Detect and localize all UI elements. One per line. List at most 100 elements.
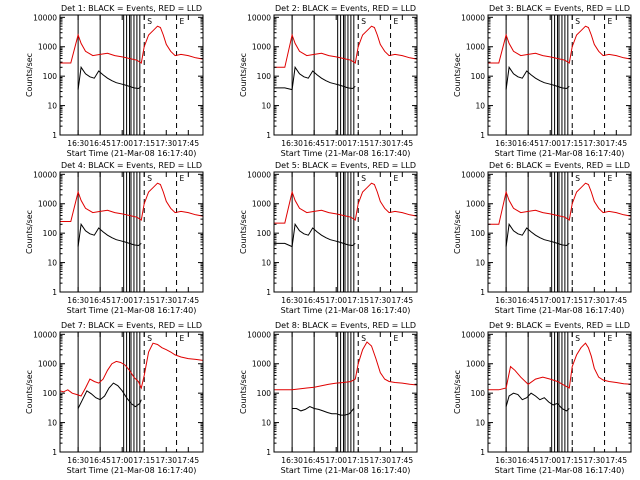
event-rate-line bbox=[77, 222, 142, 247]
x-tick-label: 17:00 bbox=[325, 139, 347, 148]
y-tick-label: 1000 bbox=[466, 43, 485, 52]
y-tick-label: 10 bbox=[47, 259, 57, 268]
x-tick-label: 16:30 bbox=[281, 456, 303, 465]
event-rate-line bbox=[274, 65, 356, 91]
event-rate-line bbox=[77, 65, 142, 90]
lld-rate-line bbox=[488, 342, 632, 391]
lld-rate-line bbox=[274, 182, 418, 224]
x-tick-label: 16:45 bbox=[303, 139, 325, 148]
x-tick-label: 16:30 bbox=[495, 296, 517, 305]
x-tick-label: 16:45 bbox=[303, 296, 325, 305]
panel-title: Det 5: BLACK = Events, RED = LLD bbox=[275, 161, 416, 170]
y-axis-label: Counts/sec bbox=[239, 210, 248, 254]
y-tick-label: 10 bbox=[475, 102, 485, 111]
lld-rate-line bbox=[60, 182, 204, 222]
plot-frame bbox=[59, 171, 204, 293]
panel-title: Det 7: BLACK = Events, RED = LLD bbox=[61, 321, 202, 330]
y-tick-label: 1000 bbox=[252, 43, 271, 52]
x-tick-label: 17:45 bbox=[605, 296, 627, 305]
x-tick-label: 17:00 bbox=[325, 456, 347, 465]
y-tick-label: 1 bbox=[480, 448, 485, 457]
detector-panel-1: Det 1: BLACK = Events, RED = LLD S E 1 10 100… bbox=[25, 4, 204, 158]
x-tick-label: 16:45 bbox=[89, 139, 111, 148]
x-tick-label: 16:45 bbox=[303, 456, 325, 465]
annotation-start: S bbox=[575, 334, 580, 343]
y-axis-label: Counts/sec bbox=[239, 370, 248, 414]
y-tick-label: 10 bbox=[475, 259, 485, 268]
y-tick-label: 1 bbox=[480, 131, 485, 140]
y-tick-label: 10 bbox=[47, 419, 57, 428]
lld-rate-line bbox=[488, 25, 632, 64]
panel-title: Det 2: BLACK = Events, RED = LLD bbox=[275, 4, 416, 13]
x-tick-label: 16:30 bbox=[281, 296, 303, 305]
y-tick-label: 1 bbox=[52, 448, 57, 457]
y-tick-label: 1 bbox=[266, 131, 271, 140]
y-tick-label: 100 bbox=[43, 229, 58, 238]
y-axis-label: Counts/sec bbox=[453, 53, 462, 97]
x-tick-label: 16:45 bbox=[89, 456, 111, 465]
y-tick-label: 10000 bbox=[461, 330, 485, 339]
x-tick-label: 16:45 bbox=[517, 139, 539, 148]
x-tick-label: 17:45 bbox=[177, 456, 199, 465]
x-axis-label: Start Time (21-Mar-08 16:17:40) bbox=[67, 466, 197, 475]
y-axis-label: Counts/sec bbox=[453, 210, 462, 254]
y-tick-label: 1000 bbox=[252, 200, 271, 209]
y-axis-label: Counts/sec bbox=[453, 370, 462, 414]
x-tick-label: 17:30 bbox=[583, 296, 605, 305]
x-tick-label: 17:15 bbox=[561, 296, 583, 305]
y-tick-label: 100 bbox=[471, 72, 486, 81]
y-tick-label: 100 bbox=[43, 389, 58, 398]
plot-frame bbox=[487, 331, 632, 453]
x-tick-label: 17:45 bbox=[605, 456, 627, 465]
y-tick-label: 10 bbox=[261, 102, 271, 111]
annotation-start: S bbox=[147, 17, 152, 26]
lld-rate-line bbox=[488, 182, 632, 225]
annotation-start: S bbox=[575, 17, 580, 26]
y-tick-label: 10 bbox=[261, 419, 271, 428]
y-tick-label: 1 bbox=[52, 131, 57, 140]
y-tick-label: 1000 bbox=[466, 200, 485, 209]
x-tick-label: 17:15 bbox=[133, 139, 155, 148]
panel-title: Det 1: BLACK = Events, RED = LLD bbox=[61, 4, 202, 13]
plot-frame bbox=[273, 331, 418, 453]
x-tick-label: 16:45 bbox=[89, 296, 111, 305]
annotation-start: S bbox=[575, 174, 580, 183]
annotation-end: E bbox=[608, 334, 613, 343]
x-tick-label: 17:15 bbox=[133, 456, 155, 465]
x-tick-label: 17:30 bbox=[583, 456, 605, 465]
detector-panel-6: Det 6: BLACK = Events, RED = LLD S E 1 10 100… bbox=[453, 161, 632, 315]
y-axis-label: Counts/sec bbox=[239, 53, 248, 97]
x-axis-label: Start Time (21-Mar-08 16:17:40) bbox=[495, 149, 625, 158]
y-tick-label: 10000 bbox=[247, 330, 271, 339]
x-tick-label: 17:00 bbox=[539, 139, 561, 148]
plot-frame bbox=[487, 171, 632, 293]
y-axis-label: Counts/sec bbox=[25, 210, 34, 254]
lld-rate-line bbox=[274, 25, 418, 68]
x-tick-label: 17:30 bbox=[369, 296, 391, 305]
event-rate-line bbox=[292, 406, 355, 416]
x-tick-label: 17:00 bbox=[111, 296, 133, 305]
x-axis-label: Start Time (21-Mar-08 16:17:40) bbox=[281, 306, 411, 315]
x-axis-label: Start Time (21-Mar-08 16:17:40) bbox=[495, 466, 625, 475]
y-tick-label: 1000 bbox=[466, 360, 485, 369]
x-tick-label: 16:30 bbox=[495, 456, 517, 465]
y-tick-label: 10 bbox=[475, 419, 485, 428]
plot-frame bbox=[273, 14, 418, 136]
x-tick-label: 17:00 bbox=[539, 296, 561, 305]
x-tick-label: 17:30 bbox=[155, 456, 177, 465]
y-tick-label: 1 bbox=[266, 448, 271, 457]
y-tick-label: 10000 bbox=[461, 13, 485, 22]
event-rate-line bbox=[77, 382, 142, 409]
x-tick-label: 16:45 bbox=[517, 296, 539, 305]
y-tick-label: 1000 bbox=[252, 360, 271, 369]
x-tick-label: 17:15 bbox=[347, 139, 369, 148]
x-tick-label: 17:30 bbox=[369, 456, 391, 465]
x-tick-label: 16:30 bbox=[67, 456, 89, 465]
event-rate-line bbox=[505, 65, 570, 90]
x-tick-label: 17:45 bbox=[391, 139, 413, 148]
annotation-end: E bbox=[180, 17, 185, 26]
y-tick-label: 10000 bbox=[247, 13, 271, 22]
y-axis-label: Counts/sec bbox=[25, 53, 34, 97]
event-rate-line bbox=[505, 222, 570, 247]
